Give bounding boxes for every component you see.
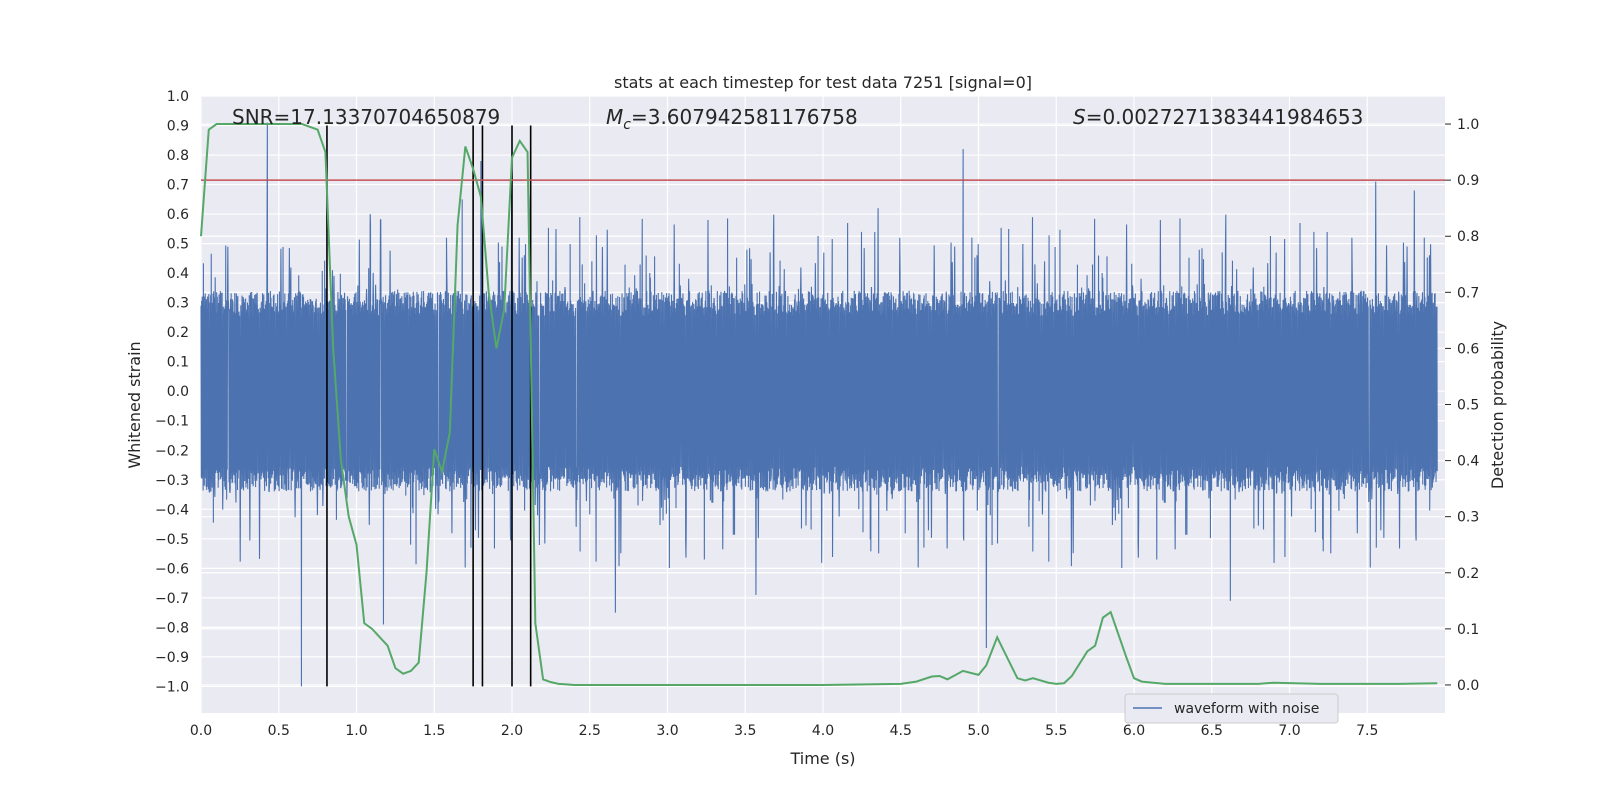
- y-tick-label: −0.9: [155, 650, 189, 666]
- s-annotation: S=0.0027271383441984653: [1073, 105, 1363, 129]
- y-tick-label: −0.7: [155, 591, 189, 607]
- y-tick-label: 0.5: [167, 237, 189, 253]
- y-right-tick-label: 0.7: [1457, 285, 1479, 301]
- y-tick-label: 0.1: [167, 355, 189, 371]
- legend-label: waveform with noise: [1174, 701, 1319, 717]
- y-right-tick-label: 0.0: [1457, 678, 1479, 694]
- x-tick-label: 2.0: [501, 723, 523, 739]
- mc-annotation: Mc=3.607942581176758: [606, 105, 858, 133]
- mc-subscript: c: [623, 117, 631, 133]
- y-right-tick-label: 0.5: [1457, 398, 1479, 414]
- y-tick-label: −0.8: [155, 620, 189, 636]
- y-right-tick-label: 0.4: [1457, 454, 1479, 470]
- detection-probability-series: [200, 123, 1438, 686]
- x-tick-label: 1.5: [423, 723, 445, 739]
- x-tick-labels: 0.0 0.5 1.0 1.5 2.0 2.5 3.0 3.5 4.0 4.5 5.0 5.5 6.0 6…: [190, 723, 1379, 739]
- x-tick-label: 4.0: [812, 723, 834, 739]
- y-right-tick-label: 0.1: [1457, 622, 1479, 638]
- x-tick-label: 5.5: [1045, 723, 1067, 739]
- y-right-tick-label: 0.3: [1457, 510, 1479, 526]
- y-tick-label: −0.6: [155, 561, 189, 577]
- y-tick-label: 0.0: [167, 384, 189, 400]
- y-tick-label: 1.0: [167, 89, 189, 105]
- y-tick-label: 0.4: [167, 266, 189, 282]
- y-tick-label: 0.3: [167, 296, 189, 312]
- x-tick-label: 3.0: [656, 723, 678, 739]
- snr-annotation: SNR=17.13370704650879: [232, 105, 500, 129]
- y-right-tick-label: 0.6: [1457, 341, 1479, 357]
- waveform-with-noise-series: [200, 122, 1438, 687]
- y-tick-label: −0.1: [155, 414, 189, 430]
- x-tick-label: 6.0: [1123, 723, 1145, 739]
- y-right-axis-label: Detection probability: [1488, 321, 1507, 489]
- x-tick-label: 7.0: [1278, 723, 1300, 739]
- y-tick-label: 0.6: [167, 207, 189, 223]
- y-tick-label: 0.8: [167, 148, 189, 164]
- mc-symbol: M: [606, 105, 623, 129]
- legend-box: [1124, 693, 1339, 724]
- x-axis-label: Time (s): [789, 749, 855, 768]
- legend: waveform with noise: [1124, 693, 1339, 724]
- y-axis-label: Whitened strain: [125, 341, 144, 468]
- y-tick-label: −1.0: [155, 679, 189, 695]
- x-tick-label: 6.5: [1201, 723, 1223, 739]
- x-tick-label: 1.0: [345, 723, 367, 739]
- y-tick-label: 0.7: [167, 178, 189, 194]
- y-right-tick-label: 0.2: [1457, 566, 1479, 582]
- x-tick-label: 5.0: [967, 723, 989, 739]
- y-tick-label: −0.4: [155, 502, 189, 518]
- x-tick-label: 2.5: [579, 723, 601, 739]
- y-tick-label: −0.2: [155, 443, 189, 459]
- x-tick-label: 3.5: [734, 723, 756, 739]
- y-right-tick-label: 0.9: [1457, 173, 1479, 189]
- s-symbol: S: [1073, 105, 1086, 129]
- y-tick-label: 0.2: [167, 325, 189, 341]
- mc-value: =3.607942581176758: [631, 105, 858, 129]
- y-right-tick-label: 0.8: [1457, 229, 1479, 245]
- y-tick-label: −0.5: [155, 532, 189, 548]
- x-tick-label: 4.5: [890, 723, 912, 739]
- y-tick-labels: 1.0 0.9 0.8 0.7 0.6 0.5 0.4 0.3 0.2 0.1 0.0 −0.1 −0.…: [155, 89, 189, 695]
- y-right-tick-labels: 1.0 0.9 0.8 0.7 0.6 0.5 0.4 0.3 0.2 0.1 0.0: [1445, 117, 1479, 694]
- chart-title: stats at each timestep for test data 725…: [614, 73, 1032, 92]
- y-tick-label: 0.9: [167, 119, 189, 135]
- x-tick-label: 7.5: [1356, 723, 1378, 739]
- x-tick-label: 0.5: [268, 723, 290, 739]
- y-tick-label: −0.3: [155, 473, 189, 489]
- x-tick-label: 0.0: [190, 723, 212, 739]
- detection-probability-line: [200, 123, 1438, 686]
- waveform-with-noise-line: [200, 122, 1438, 687]
- y-right-tick-label: 1.0: [1457, 117, 1479, 133]
- s-value: =0.0027271383441984653: [1086, 105, 1364, 129]
